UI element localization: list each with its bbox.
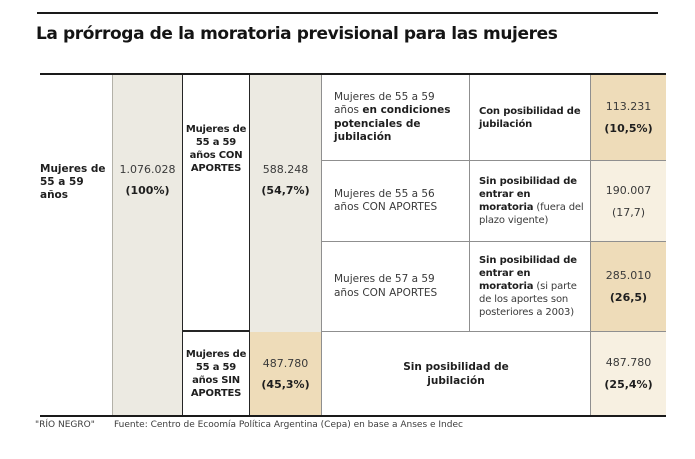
total-pct: (100%) (125, 184, 170, 197)
no-retirement-pct: (25,4%) (604, 378, 653, 391)
sin-aportes-pct: (45,3%) (261, 377, 310, 391)
footer: "RÍO NEGRO" Fuente: Centro de Ecoomía Pol… (35, 420, 463, 430)
page-title: La prórroga de la moratoria previsional … (36, 24, 558, 44)
source-note: Fuente: Centro de Ecoomía Política Argen… (114, 420, 463, 430)
row3-outcome-bold: Sin posibilidad de entrar en moratoria (479, 255, 577, 292)
no-retirement-label-cell: Sin posibilidad de jubilación (322, 332, 590, 415)
row1-desc-regular: Mujeres de 55 a 59 años (334, 90, 435, 117)
row3-description: Mujeres de 57 a 59 años CON APORTES (334, 273, 461, 300)
row3-description-cell: Mujeres de 57 a 59 años CON APORTES (322, 242, 470, 332)
row2-value: 190.007 (605, 183, 652, 197)
sin-aportes-label-cell: Mujeres de 55 a 59 años SIN APORTES (182, 332, 250, 415)
row1-value-cell: 113.231 (10,5%) (590, 75, 666, 161)
row2-outcome-note: (fuera del plazo vigente) (479, 202, 584, 226)
no-retirement-label: Sin posibilidad de jubilación (403, 360, 509, 387)
row3-desc-regular: Mujeres de 57 a 59 años CON APORTES (334, 273, 438, 299)
row2-pct: (17,7) (611, 205, 646, 219)
row2-outcome-cell: Sin posibilidad de entrar en moratoria (… (470, 161, 590, 242)
con-aportes-label-cell: Mujeres de 55 a 59 años CON APORTES (182, 75, 250, 332)
row1-description-cell: Mujeres de 55 a 59 años en condiciones p… (322, 75, 470, 161)
row3-outcome: Sin posibilidad de entrar en moratoria (… (479, 254, 588, 319)
row2-outcome: Sin posibilidad de entrar en moratoria (… (479, 175, 588, 227)
row2-description: Mujeres de 55 a 56 años CON APORTES (334, 188, 461, 215)
row3-value-cell: 285.010 (26,5) (590, 242, 666, 332)
newspaper-credit: "RÍO NEGRO" (35, 420, 95, 430)
con-aportes-value-cell: 588.248 (54,7%) (250, 75, 322, 332)
title-rule (37, 12, 658, 14)
row1-pct: (10,5%) (604, 122, 653, 135)
total-value: 1.076.028 (119, 163, 176, 176)
row2-description-cell: Mujeres de 55 a 56 años CON APORTES (322, 161, 470, 242)
moratoria-table: Mujeres de 55 a 59 años 1.076.028 (100%)… (40, 73, 666, 417)
row2-value-cell: 190.007 (17,7) (590, 161, 666, 242)
row2-outcome-bold: Sin posibilidad de entrar en moratoria (479, 176, 577, 213)
row2-desc-regular: Mujeres de 55 a 56 años CON APORTES (334, 187, 438, 214)
total-value-cell: 1.076.028 (100%) (112, 75, 182, 415)
row1-description: Mujeres de 55 a 59 años en condiciones p… (334, 91, 461, 145)
con-aportes-pct: (54,7%) (261, 184, 310, 197)
sin-aportes-value-cell: 487.780 (45,3%) (250, 332, 322, 415)
row1-outcome: Con posibilidad de jubilación (479, 105, 588, 131)
row3-value: 285.010 (605, 269, 652, 282)
no-retirement-value-cell: 487.780 (25,4%) (590, 332, 666, 415)
row3-pct: (26,5) (609, 291, 648, 304)
no-retirement-value: 487.780 (605, 356, 652, 369)
row1-outcome-cell: Con posibilidad de jubilación (470, 75, 590, 161)
sin-aportes-value: 487.780 (262, 356, 309, 370)
row1-desc-bold: en condiciones potenciales de jubilación (334, 104, 451, 143)
con-aportes-label: Mujeres de 55 a 59 años CON APORTES (185, 124, 247, 174)
con-aportes-value: 588.248 (262, 163, 309, 176)
row1-outcome-bold: Con posibilidad de jubilación (479, 105, 581, 130)
row3-outcome-cell: Sin posibilidad de entrar en moratoria (… (470, 242, 590, 332)
row1-value: 113.231 (605, 100, 652, 113)
total-label: Mujeres de 55 a 59 años (40, 163, 106, 201)
sin-aportes-label: Mujeres de 55 a 59 años SIN APORTES (185, 348, 247, 399)
row3-outcome-note: (si parte de los aportes son posteriores… (479, 281, 577, 318)
total-label-cell: Mujeres de 55 a 59 años (40, 75, 112, 415)
